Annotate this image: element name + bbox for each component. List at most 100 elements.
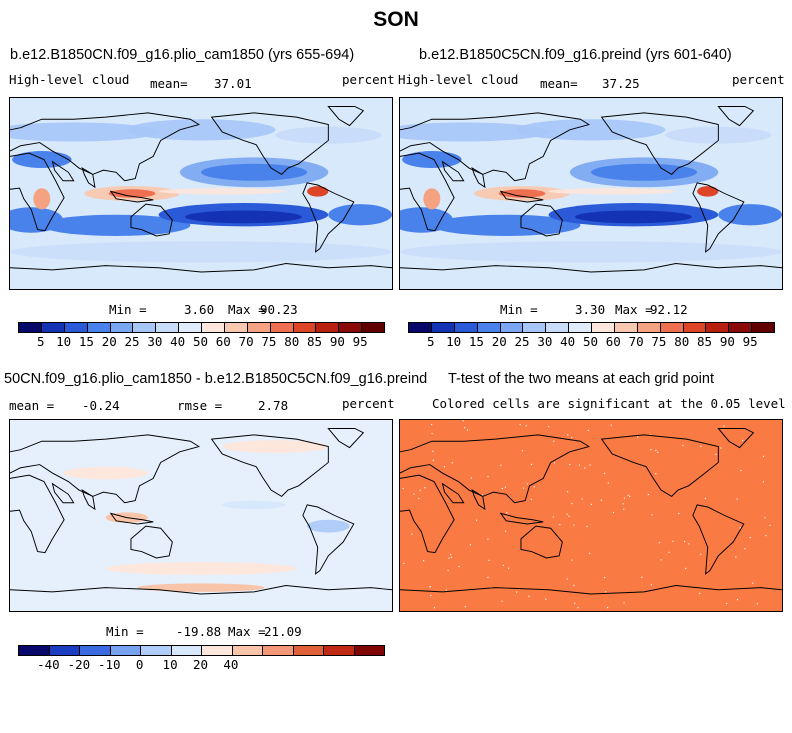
insignificant-cell	[629, 495, 631, 498]
insignificant-cell	[589, 552, 591, 554]
panel1-title: b.e12.B1850CN.f09_g16.plio_cam1850 (yrs …	[10, 47, 355, 63]
field-contour	[10, 122, 159, 142]
insignificant-cell	[433, 607, 436, 609]
field-contour	[516, 119, 666, 141]
insignificant-cell	[765, 535, 767, 537]
insignificant-cell	[623, 508, 625, 510]
field-contour	[10, 207, 64, 233]
panel2-colorbar	[408, 322, 775, 333]
field-contour	[400, 207, 454, 233]
insignificant-cell	[504, 486, 507, 488]
page-title: SON	[373, 8, 419, 31]
insignificant-cell	[571, 502, 573, 505]
field-contour	[10, 241, 392, 263]
insignificant-cell	[567, 491, 569, 493]
colorbar-tick-label: 40	[223, 657, 239, 672]
field-contour	[185, 210, 302, 224]
insignificant-cell	[501, 487, 503, 490]
colorbar-swatch	[110, 646, 141, 655]
insignificant-cell	[488, 559, 490, 561]
insignificant-cell	[584, 467, 586, 469]
coastline	[327, 428, 365, 449]
colorbar-swatch	[454, 323, 478, 332]
coastline	[400, 112, 591, 182]
insignificant-cell	[655, 473, 657, 475]
panel4-subtitle: Colored cells are significant at the 0.0…	[432, 396, 786, 411]
coastline	[692, 504, 745, 575]
colorbar-swatch	[49, 646, 80, 655]
colorbar-swatch	[546, 323, 570, 332]
panel1-mean-value: 37.01	[214, 76, 252, 91]
insignificant-cell	[445, 589, 447, 591]
panel1-min-value: 3.60	[184, 302, 215, 317]
insignificant-cell	[500, 464, 502, 466]
coastline	[520, 203, 563, 237]
colorbar-tick-label: 30	[537, 334, 553, 349]
insignificant-cell	[763, 455, 765, 457]
coastline	[51, 482, 75, 504]
panel4-map	[399, 419, 783, 612]
panel3-rmse-label: rmse =	[177, 398, 223, 413]
field-contour	[12, 151, 72, 169]
colorbar-tick-label: 50	[192, 334, 209, 349]
insignificant-cell	[553, 462, 556, 464]
insignificant-cell	[522, 487, 525, 489]
coastline	[302, 504, 355, 575]
panel2-mean-label: mean=	[540, 76, 578, 91]
insignificant-cell	[464, 606, 466, 608]
insignificant-cell	[685, 567, 687, 569]
field-contour	[498, 189, 546, 198]
colorbar-tick-label: 60	[605, 334, 621, 349]
insignificant-cell	[569, 463, 571, 466]
insignificant-cell	[587, 429, 589, 432]
colorbar-tick-label: 0	[135, 657, 144, 672]
insignificant-cell	[566, 513, 568, 515]
field-contour	[548, 188, 676, 195]
insignificant-cell	[657, 451, 659, 454]
insignificant-cell	[545, 598, 547, 600]
colorbar-tick-label: 85	[307, 334, 323, 349]
insignificant-cell	[736, 498, 738, 500]
colorbar-tick-label: 70	[628, 334, 644, 349]
colorbar-swatch	[339, 323, 363, 332]
colorbar-tick-label: 30	[147, 334, 163, 349]
insignificant-cell	[623, 602, 625, 604]
coastline	[10, 112, 201, 182]
colorbar-swatch	[87, 323, 111, 332]
colorbar-tick-label: 20	[192, 657, 209, 672]
colorbar-tick-label: -40	[37, 657, 60, 672]
coastline	[51, 160, 75, 182]
panel1-mean-label: mean=	[150, 76, 188, 91]
insignificant-cell	[568, 515, 570, 517]
insignificant-cell	[600, 499, 602, 501]
insignificant-cell	[668, 551, 670, 553]
panel2-map	[399, 97, 783, 290]
panel4-title: T-test of the two means at each grid poi…	[448, 371, 714, 387]
insignificant-cell	[660, 559, 662, 561]
panel1-min-label: Min =	[109, 302, 147, 317]
panel2-title: b.e12.B1850C5CN.f09_g16.preind (yrs 601-…	[419, 47, 732, 63]
field-contour	[158, 188, 286, 195]
colorbar-tick-label: 60	[215, 334, 231, 349]
panel2-max-label: Max =	[615, 302, 653, 317]
field-contour	[423, 188, 441, 210]
insignificant-cell	[470, 477, 472, 479]
insignificant-cell	[700, 553, 702, 555]
insignificant-cell	[612, 511, 615, 514]
panel2-colorbar-labels: 5 10 15 20 25 30 40 50 60 70 75 80 85 90 95	[408, 334, 773, 349]
colorbar-swatch	[156, 323, 180, 332]
insignificant-cell	[447, 569, 449, 571]
insignificant-cell	[699, 592, 701, 594]
insignificant-cell	[647, 493, 649, 496]
insignificant-cell	[502, 564, 504, 567]
insignificant-cell	[610, 424, 612, 426]
insignificant-cell	[423, 560, 425, 562]
insignificant-cell	[567, 434, 569, 436]
insignificant-cell	[739, 527, 741, 529]
insignificant-cell	[424, 487, 426, 489]
insignificant-cell	[573, 584, 575, 586]
colorbar-swatch	[409, 323, 432, 332]
insignificant-cell	[741, 439, 744, 442]
insignificant-cell	[450, 553, 452, 556]
colorbar-tick-label: 75	[261, 334, 277, 349]
